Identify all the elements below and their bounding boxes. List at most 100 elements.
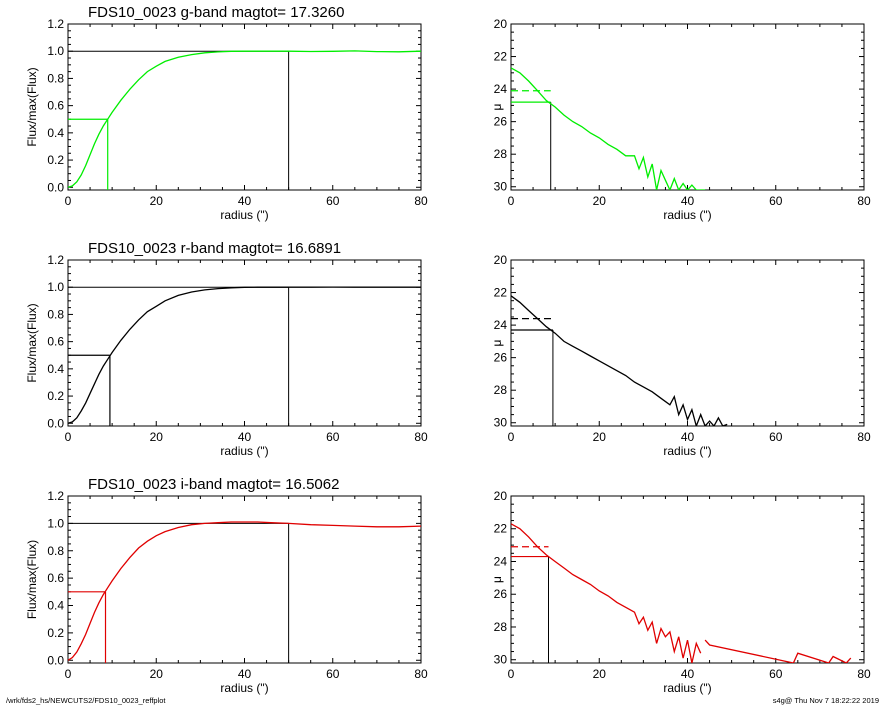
y-tick-label: 28 bbox=[494, 147, 508, 161]
x-axis-label: radius (") bbox=[663, 681, 711, 695]
panel-title: FDS10_0023 i-band magtot= 16.5062 bbox=[88, 476, 339, 493]
y-tick-label: 0.0 bbox=[47, 180, 64, 194]
y-tick-label: 0.8 bbox=[47, 544, 64, 558]
y-tick-label: 1.0 bbox=[47, 280, 64, 294]
plot-frame bbox=[510, 495, 865, 664]
y-tick-label: 30 bbox=[494, 416, 508, 430]
y-tick-label: 22 bbox=[494, 50, 508, 64]
plot-frame bbox=[510, 259, 865, 427]
y-axis-label: Flux/max(Flux) bbox=[25, 67, 39, 146]
panel-r-surface-brightness-profile: 0 20 40 60 80 20 22 24 26 28 30 radius (") μ bbox=[490, 253, 871, 458]
x-tick-label: 20 bbox=[150, 430, 164, 444]
x-tick-label: 0 bbox=[508, 430, 515, 444]
x-tick-label: 80 bbox=[414, 667, 428, 681]
x-tick-label: 0 bbox=[65, 430, 72, 444]
x-tick-label: 80 bbox=[857, 194, 871, 208]
y-tick-label: 0.6 bbox=[47, 335, 64, 349]
y-tick-label: 26 bbox=[494, 351, 508, 365]
footer-timestamp: s4g@ Thu Nov 7 18:22:22 2019 bbox=[773, 696, 879, 705]
x-tick-label: 20 bbox=[593, 194, 607, 208]
x-tick-label: 0 bbox=[65, 667, 72, 681]
panel-i-growth-curve: 0 20 40 60 80 0.0 0.2 0.4 0.6 0.8 1.0 1.2 radius (")… bbox=[25, 476, 428, 695]
x-tick-label: 0 bbox=[65, 194, 72, 208]
y-tick-label: 1.2 bbox=[47, 17, 64, 31]
y-tick-label: 22 bbox=[494, 522, 508, 536]
y-tick-label: 28 bbox=[494, 620, 508, 634]
panel-g-surface-brightness-profile: 0 20 40 60 80 20 22 24 26 28 30 radius (") μ bbox=[490, 17, 871, 222]
panel-r-growth-curve: 0 20 40 60 80 0.0 0.2 0.4 0.6 0.8 1.0 1.2 radius (")… bbox=[25, 240, 428, 458]
y-tick-label: 20 bbox=[494, 489, 508, 503]
series-line-r bbox=[68, 286, 421, 424]
x-tick-label: 40 bbox=[238, 194, 252, 208]
x-tick-label: 60 bbox=[326, 194, 340, 208]
x-axis-label: radius (") bbox=[220, 444, 268, 458]
x-tick-label: 40 bbox=[681, 194, 695, 208]
series-line-i bbox=[68, 521, 421, 661]
x-tick-label: 0 bbox=[508, 667, 515, 681]
y-tick-label: 0.4 bbox=[47, 126, 64, 140]
y-tick-label: 0.6 bbox=[47, 99, 64, 113]
y-tick-label: 26 bbox=[494, 587, 508, 601]
y-tick-label: 1.2 bbox=[47, 253, 64, 267]
y-tick-label: 0.0 bbox=[47, 653, 64, 667]
series-line-g bbox=[68, 50, 421, 188]
y-axis-label: Flux/max(Flux) bbox=[25, 303, 39, 382]
y-axis-label: μ bbox=[490, 339, 504, 346]
panel-title: FDS10_0023 g-band magtot= 17.3260 bbox=[88, 4, 344, 21]
x-tick-label: 80 bbox=[857, 667, 871, 681]
x-tick-label: 80 bbox=[414, 194, 428, 208]
x-tick-label: 60 bbox=[769, 430, 783, 444]
x-tick-label: 80 bbox=[857, 430, 871, 444]
y-tick-label: 24 bbox=[494, 318, 508, 332]
x-tick-label: 40 bbox=[681, 430, 695, 444]
x-axis-label: radius (") bbox=[663, 208, 711, 222]
y-tick-label: 20 bbox=[494, 253, 508, 267]
y-tick-label: 30 bbox=[494, 653, 508, 667]
panel-i-surface-brightness-profile: 0 20 40 60 80 20 22 24 26 28 30 radius (") μ bbox=[490, 489, 871, 695]
y-axis-label: μ bbox=[490, 576, 504, 583]
y-axis-label: Flux/max(Flux) bbox=[25, 540, 39, 619]
x-tick-label: 20 bbox=[150, 194, 164, 208]
y-tick-label: 24 bbox=[494, 554, 508, 568]
y-tick-label: 0.8 bbox=[47, 307, 64, 321]
y-tick-label: 0.2 bbox=[47, 626, 64, 640]
plot-frame bbox=[67, 495, 422, 664]
x-axis-label: radius (") bbox=[220, 681, 268, 695]
x-tick-label: 0 bbox=[508, 194, 515, 208]
series-line-i bbox=[704, 639, 852, 663]
footer-path: /wrk/fds2_hs/NEWCUTS2/FDS10_0023_reffplo… bbox=[6, 696, 166, 705]
y-tick-label: 0.8 bbox=[47, 71, 64, 85]
panels: 0 20 40 60 80 0.0 0.2 0.4 0.6 0.8 1.0 1.2 radius (")… bbox=[25, 4, 871, 695]
y-tick-label: 20 bbox=[494, 17, 508, 31]
x-tick-label: 40 bbox=[238, 667, 252, 681]
x-tick-label: 20 bbox=[150, 667, 164, 681]
panel-title: FDS10_0023 r-band magtot= 16.6891 bbox=[88, 240, 341, 257]
x-axis-label: radius (") bbox=[220, 208, 268, 222]
y-tick-label: 0.4 bbox=[47, 599, 64, 613]
x-tick-label: 60 bbox=[326, 667, 340, 681]
x-tick-label: 60 bbox=[769, 667, 783, 681]
y-axis-label: μ bbox=[490, 103, 504, 110]
y-tick-label: 26 bbox=[494, 115, 508, 129]
y-tick-label: 1.0 bbox=[47, 516, 64, 530]
plot-frame bbox=[67, 259, 422, 427]
x-tick-label: 20 bbox=[593, 430, 607, 444]
y-tick-label: 28 bbox=[494, 383, 508, 397]
y-tick-label: 24 bbox=[494, 82, 508, 96]
x-tick-label: 40 bbox=[681, 667, 695, 681]
y-tick-label: 0.2 bbox=[47, 153, 64, 167]
x-tick-label: 80 bbox=[414, 430, 428, 444]
y-tick-label: 0.2 bbox=[47, 389, 64, 403]
y-tick-label: 0.6 bbox=[47, 571, 64, 585]
series-line-i bbox=[511, 523, 702, 663]
y-tick-label: 1.0 bbox=[47, 44, 64, 58]
x-tick-label: 40 bbox=[238, 430, 252, 444]
panel-g-growth-curve: 0 20 40 60 80 0.0 0.2 0.4 0.6 0.8 1.0 1.2 radius (")… bbox=[25, 4, 428, 222]
plot-frame bbox=[67, 23, 422, 191]
x-tick-label: 20 bbox=[593, 667, 607, 681]
series-line-g bbox=[511, 67, 706, 190]
y-tick-label: 30 bbox=[494, 180, 508, 194]
x-axis-label: radius (") bbox=[663, 444, 711, 458]
y-tick-label: 0.4 bbox=[47, 362, 64, 376]
